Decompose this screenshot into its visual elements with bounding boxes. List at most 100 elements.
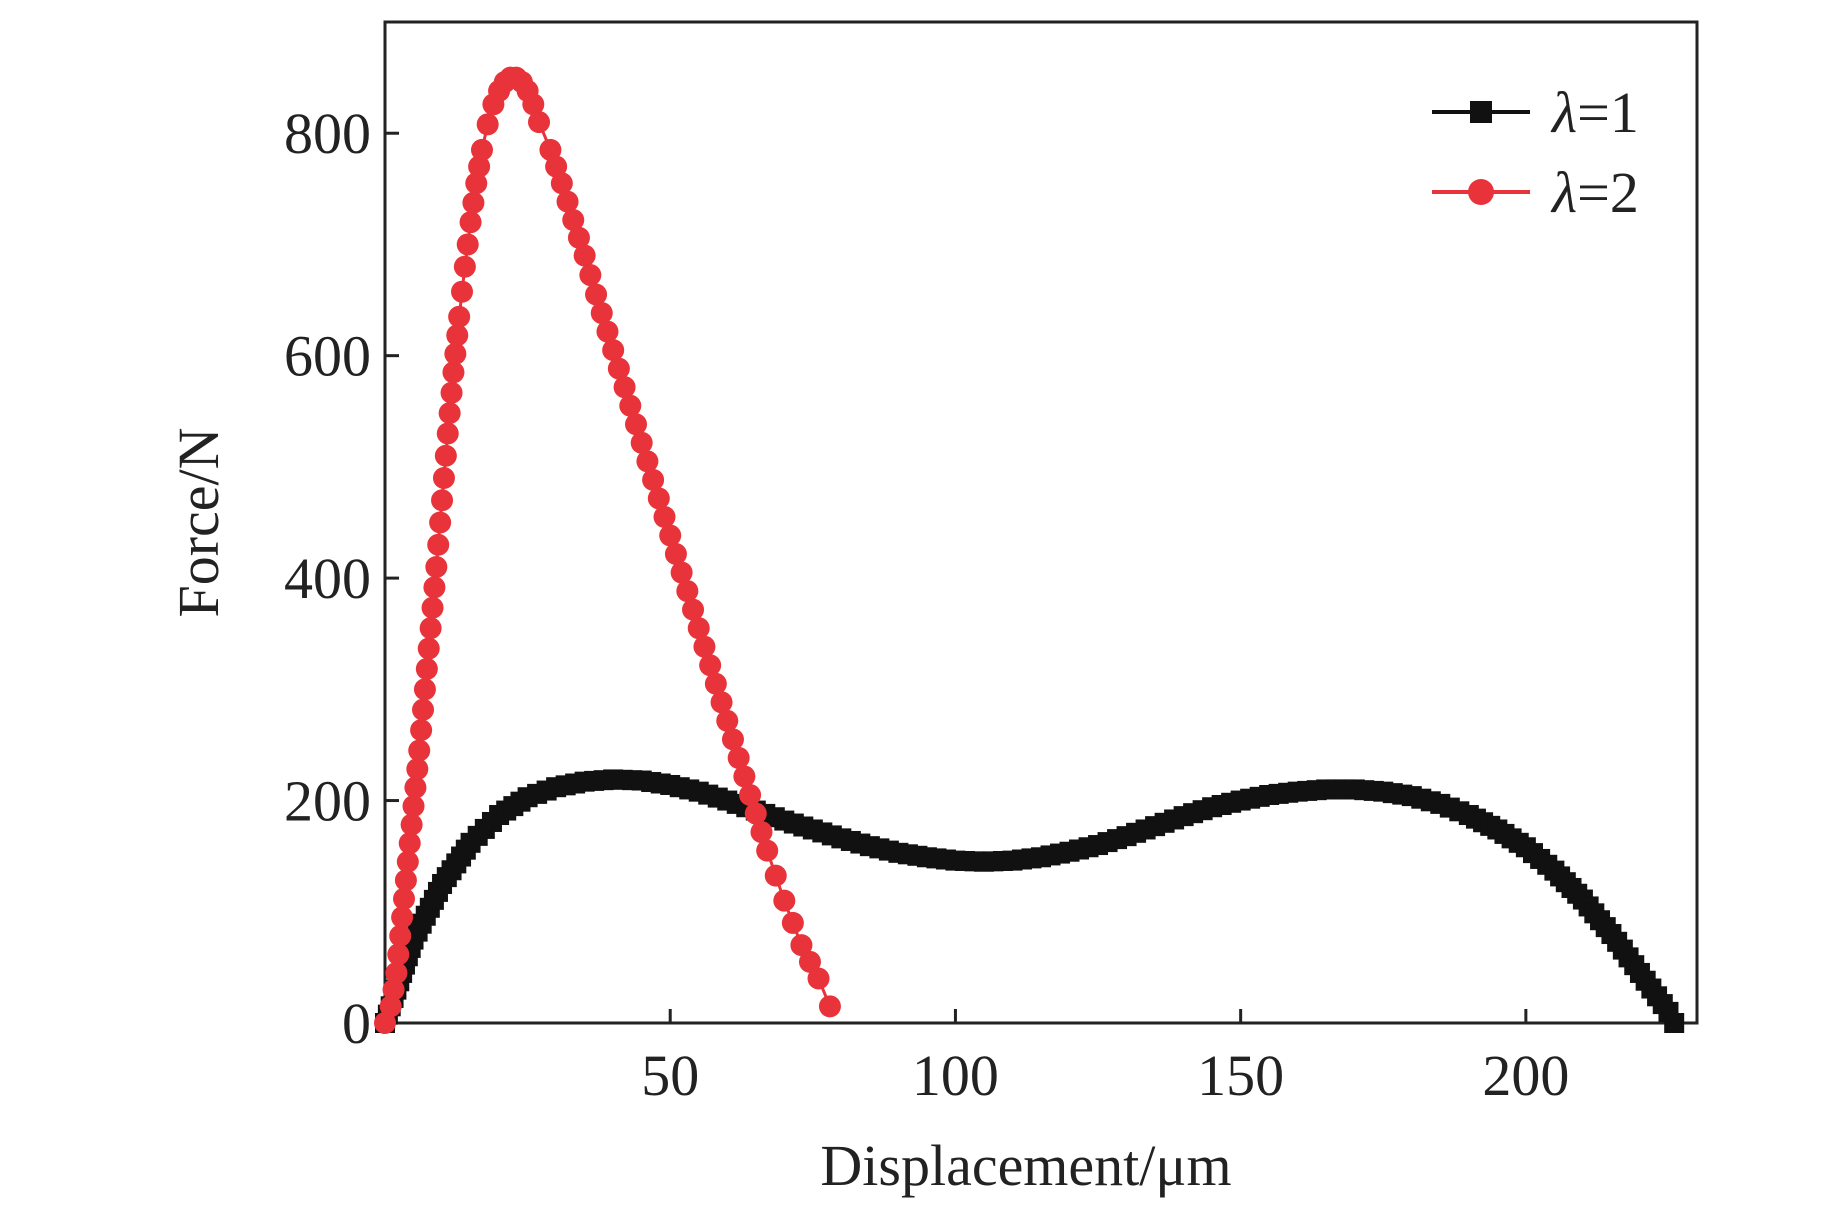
series-2-point (556, 190, 579, 213)
series-2-point (807, 967, 830, 990)
x-tick-label-50: 50 (641, 1043, 699, 1108)
series-2-point (590, 302, 613, 325)
y-tick-label-600: 600 (284, 324, 371, 389)
series-2-point (470, 138, 493, 161)
series-2-point (781, 911, 804, 934)
series-2-point (687, 617, 710, 640)
series-2-point (733, 765, 756, 788)
series-2-point (602, 339, 625, 362)
y-tick-label-200: 200 (284, 769, 371, 834)
series-2-point (790, 934, 813, 957)
series-2-point (818, 995, 841, 1018)
series-2 (374, 66, 841, 1034)
legend-item-1: λ=1 (1432, 80, 1639, 145)
series-2-point (379, 995, 402, 1018)
series-2-point (579, 264, 602, 287)
series-2-point (476, 113, 499, 136)
series-2-point (412, 698, 435, 721)
legend-marker-2 (1468, 179, 1494, 205)
series-2-point (567, 226, 590, 249)
y-tick-label-800: 800 (284, 101, 371, 166)
series-2-point (716, 709, 739, 732)
series-2-point (528, 111, 551, 134)
series-2-point (446, 324, 469, 347)
series-2-point (456, 233, 479, 256)
series-2-point (721, 728, 744, 751)
series-2-point (421, 596, 444, 619)
series-2-point (398, 832, 421, 855)
series-2-point (442, 361, 465, 384)
y-tick-label-0: 0 (342, 991, 371, 1056)
series-2-point (664, 543, 687, 566)
series-2-point (642, 468, 665, 491)
series-2-point (440, 381, 463, 404)
series-1 (375, 769, 1685, 1033)
series-2-point (764, 864, 787, 887)
series-2-point (410, 719, 433, 742)
series-2-point (750, 821, 773, 844)
series-2-point (647, 487, 670, 510)
series-2-point (607, 357, 630, 380)
series-2-point (382, 978, 405, 1001)
series-2-point (408, 739, 431, 762)
series-2-point (404, 776, 427, 799)
series-2-point (522, 93, 545, 116)
series-2-point (573, 244, 596, 267)
series-2-point (417, 637, 440, 660)
series-2-point (624, 413, 647, 436)
plot-frame (383, 20, 1699, 1025)
series-2-point (415, 657, 438, 680)
series-2-point (387, 943, 410, 966)
series-2-point (613, 376, 636, 399)
series-2-point (744, 802, 767, 825)
series-2-point (448, 305, 471, 328)
y-axis-title: Force/N (166, 427, 231, 617)
series-2-point (453, 255, 476, 278)
series-2-point (693, 635, 716, 658)
series-2-point (710, 691, 733, 714)
series-2-point (451, 280, 474, 303)
x-tick-label-100: 100 (912, 1043, 999, 1108)
x-axis-title: Displacement/μm (820, 1133, 1231, 1198)
series-2-point (699, 654, 722, 677)
series-2-point (438, 402, 461, 425)
series-1-point (1664, 1013, 1685, 1033)
series-2-point (585, 283, 608, 306)
series-2-point (385, 961, 408, 984)
series-2-point (436, 422, 459, 445)
series-2-point (432, 467, 455, 490)
series-2-point (427, 533, 450, 556)
series-2-point (465, 172, 488, 195)
series-2-point (406, 758, 429, 781)
series-2-point (374, 1012, 396, 1034)
series-2-point (459, 211, 482, 234)
series-2-point (431, 489, 454, 512)
series-2-point (670, 561, 693, 584)
series-2-point (562, 208, 585, 231)
series-2-point (423, 576, 446, 599)
series-2-point (393, 887, 416, 910)
series-2-point (396, 850, 419, 873)
series-2-point (619, 394, 642, 417)
series-2-point (756, 839, 779, 862)
series-2-point (739, 783, 762, 806)
series-2-point (773, 889, 796, 912)
x-tick-label-200: 200 (1482, 1043, 1569, 1108)
series-2-point (545, 155, 568, 178)
series-2-point (676, 580, 699, 603)
series-2-point (653, 505, 676, 528)
series-2-point (444, 342, 467, 365)
series-2-point (462, 191, 485, 214)
series-2-point (630, 431, 653, 454)
series-2-point (704, 672, 727, 695)
series-2-point (727, 746, 750, 769)
legend-marker-1 (1470, 101, 1492, 123)
series-2-point (659, 524, 682, 547)
series-2-point (596, 320, 619, 343)
series-2-point (434, 444, 457, 467)
series-2-point (389, 924, 412, 947)
series-2-point (402, 795, 425, 818)
legend-label-1: λ=1 (1550, 80, 1639, 145)
